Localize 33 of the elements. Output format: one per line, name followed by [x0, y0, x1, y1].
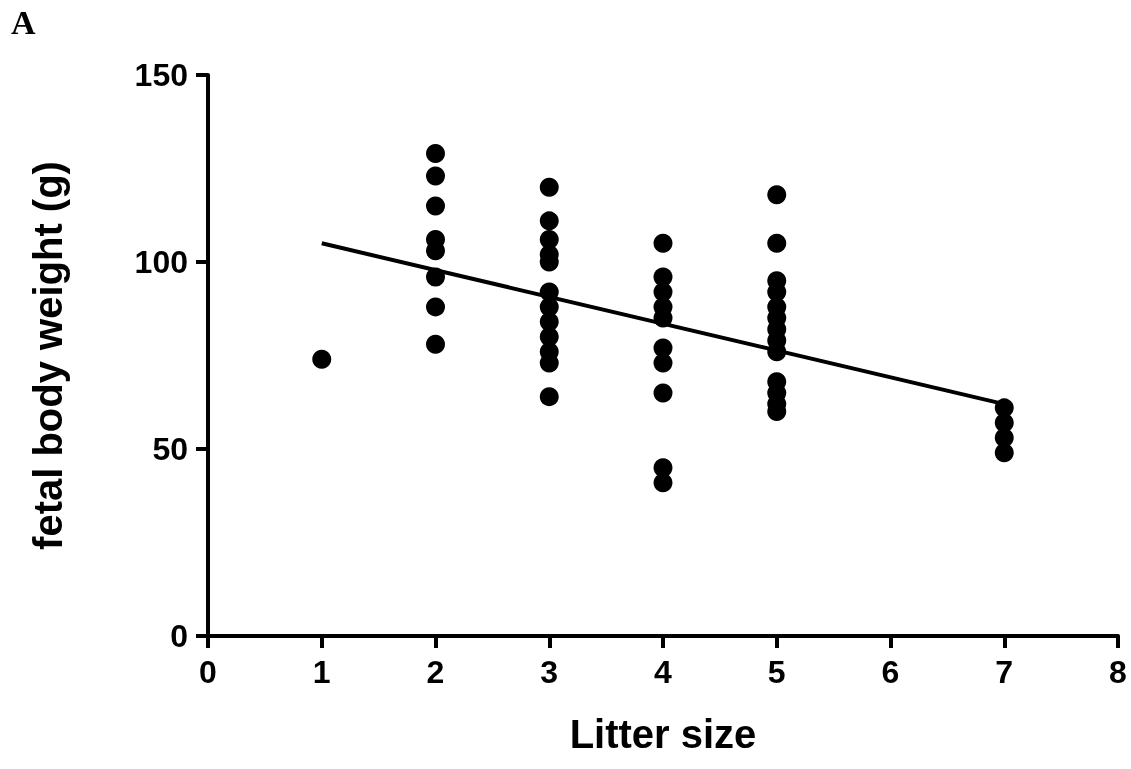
point: [539, 387, 559, 407]
point: [653, 353, 673, 373]
x-tick-label: 5: [767, 654, 786, 690]
y-tick-label: 100: [134, 244, 188, 280]
y-tick-label: 150: [134, 57, 188, 93]
x-tick-label: 3: [540, 654, 559, 690]
chart-title: A: [11, 3, 36, 41]
point: [426, 144, 445, 164]
point: [994, 443, 1014, 463]
point: [767, 185, 787, 205]
x-tick-label: 8: [1109, 654, 1127, 690]
point: [539, 177, 559, 197]
point: [426, 267, 445, 287]
x-axis-title: Litter size: [569, 712, 757, 756]
x-tick-label: 2: [426, 654, 445, 690]
point: [426, 166, 445, 186]
x-tick-label: 7: [995, 654, 1014, 690]
x-tick-label: 4: [654, 654, 673, 690]
point: [426, 334, 445, 354]
x-tick-label: 0: [199, 654, 217, 690]
point: [653, 383, 673, 403]
point: [767, 233, 787, 253]
point: [653, 473, 673, 493]
point: [312, 349, 332, 369]
point: [426, 196, 445, 216]
point: [426, 297, 445, 317]
y-tick-label: 50: [152, 431, 188, 467]
x-tick-label: 6: [881, 654, 900, 690]
x-tick-label: 1: [312, 654, 331, 690]
y-axis-title: fetal body weight (g): [26, 161, 70, 550]
point: [653, 233, 673, 253]
point: [539, 211, 559, 231]
y-tick-label: 0: [170, 618, 188, 654]
